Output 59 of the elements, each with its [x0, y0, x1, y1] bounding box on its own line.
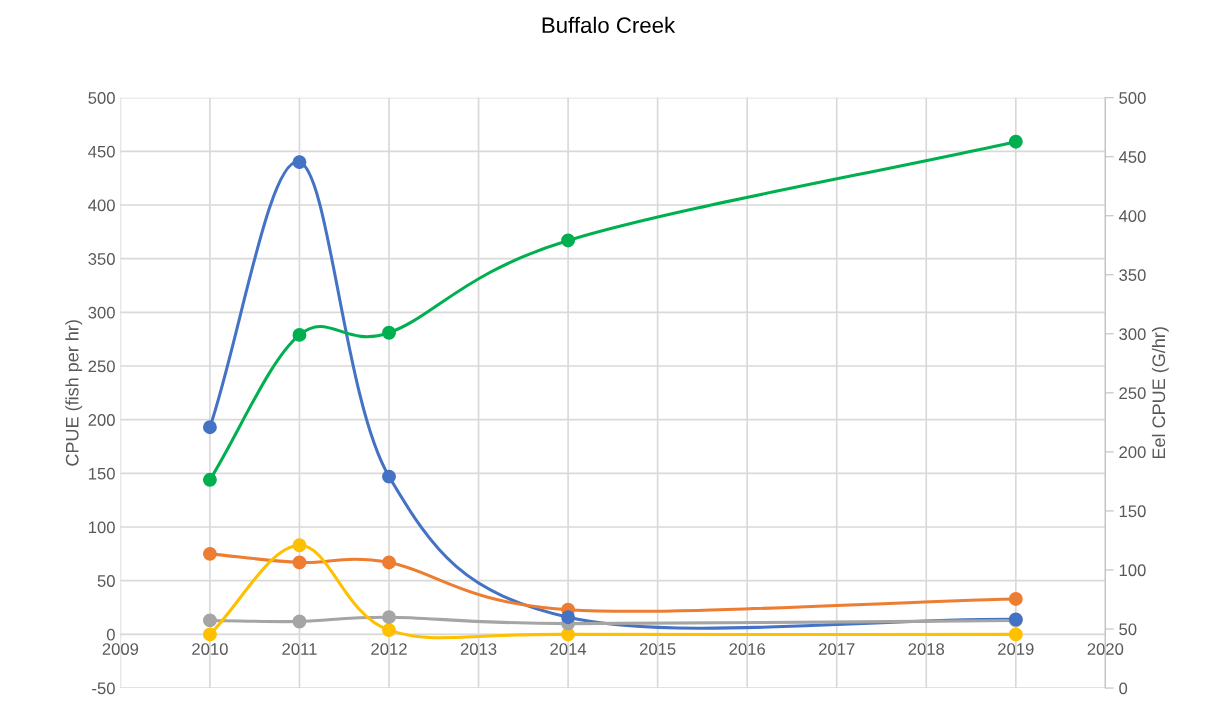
point	[292, 327, 307, 342]
x-tick-label: 2009	[102, 643, 139, 655]
point	[202, 627, 217, 642]
y-tick-label: 100	[88, 521, 115, 534]
x-tick-label: 2020	[1087, 643, 1124, 655]
y-tick-label: 400	[88, 199, 115, 212]
point	[292, 555, 307, 570]
point	[292, 538, 307, 553]
point	[561, 627, 576, 642]
x-tick-label: 2016	[729, 643, 765, 655]
y2-tick-label: 450	[1118, 151, 1146, 163]
x-tick-label: 2019	[998, 643, 1034, 655]
x-tick-label: 2010	[192, 643, 228, 655]
point	[561, 233, 576, 248]
y2-tick-label: 350	[1119, 269, 1146, 281]
chart-title: Buffalo Creek	[542, 16, 676, 34]
y2-tick-label: 300	[1119, 328, 1146, 341]
point	[202, 472, 217, 487]
point	[382, 610, 396, 625]
point	[1008, 627, 1023, 642]
y2-tick-label: 400	[1118, 210, 1146, 222]
y2-tick-label: 200	[1119, 446, 1146, 459]
point	[382, 555, 396, 570]
y-tick-label: 450	[88, 145, 115, 158]
y-tick-label: 150	[88, 467, 115, 480]
y2-axis-title: Eel CPUE (G/hr)	[1151, 327, 1169, 459]
y2-tick-label: 100	[1119, 564, 1146, 577]
x-tick-label: 2014	[550, 643, 587, 655]
y-tick-label: 200	[88, 414, 115, 426]
point	[292, 614, 307, 629]
y2-tick-label: 50	[1119, 623, 1137, 636]
y-tick-label: 50	[97, 575, 115, 587]
point	[561, 610, 576, 625]
x-tick-label: 2012	[371, 643, 407, 655]
y2-tick-label: 250	[1119, 387, 1146, 400]
x-tick-label: 2017	[819, 643, 855, 655]
y2-tick-label: 0	[1119, 682, 1128, 695]
x-tick-label: 2015	[639, 643, 676, 655]
point	[202, 420, 217, 435]
y2-tick-label: 500	[1119, 92, 1146, 104]
point	[382, 469, 396, 484]
y-tick-label: 500	[88, 92, 115, 104]
point	[202, 546, 217, 561]
point	[382, 623, 396, 638]
x-tick-label: 2011	[282, 643, 317, 655]
point	[1008, 134, 1023, 149]
x-tick-label: 2013	[460, 643, 497, 655]
y-tick-label: 0	[106, 628, 115, 641]
point	[1008, 592, 1023, 606]
y-tick-label: 350	[88, 253, 115, 265]
y2-tick-label: 150	[1119, 505, 1146, 518]
y-tick-label: 300	[88, 306, 115, 319]
point	[292, 155, 307, 170]
point	[382, 325, 396, 340]
x-tick-label: 2018	[908, 643, 945, 655]
y-axis-title: CPUE (fish per hr)	[65, 320, 83, 466]
y-tick-label: 250	[88, 360, 115, 373]
y-tick-label: -50	[92, 682, 115, 695]
point	[202, 613, 217, 628]
